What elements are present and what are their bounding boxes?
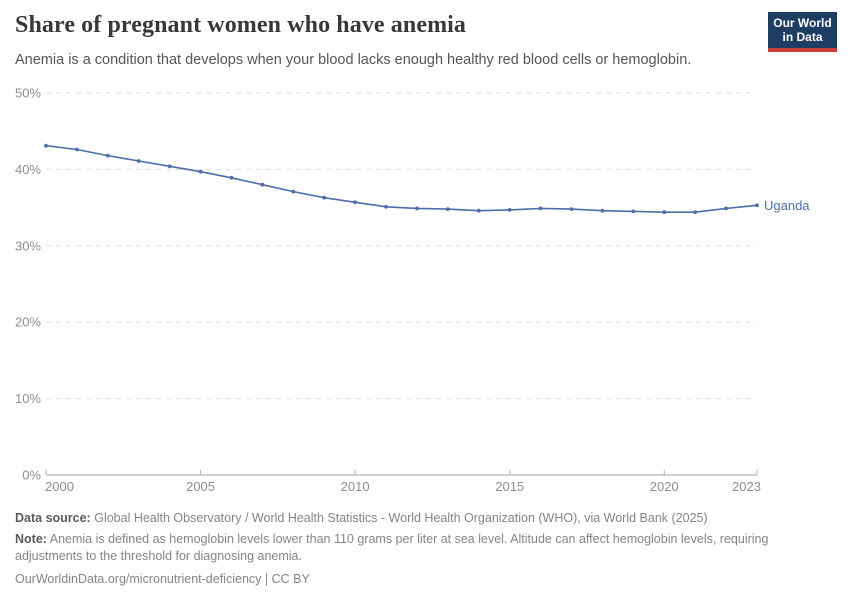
data-point[interactable]: [569, 207, 574, 212]
data-point[interactable]: [538, 206, 543, 211]
x-tick-label: 2020: [650, 479, 679, 494]
series-label-uganda[interactable]: Uganda: [764, 198, 810, 213]
note-line: Note: Anemia is defined as hemoglobin le…: [15, 531, 820, 565]
note-label: Note:: [15, 532, 47, 546]
data-point[interactable]: [507, 208, 512, 212]
data-point[interactable]: [476, 208, 481, 213]
data-point[interactable]: [105, 153, 110, 158]
data-source-label: Data source:: [15, 511, 91, 525]
y-tick-label: 10%: [15, 391, 41, 406]
data-point[interactable]: [260, 182, 265, 187]
chart-subtitle: Anemia is a condition that develops when…: [15, 52, 692, 68]
data-source-text: Global Health Observatory / World Health…: [94, 511, 708, 525]
data-point[interactable]: [322, 195, 327, 200]
data-point[interactable]: [724, 206, 728, 211]
data-point[interactable]: [662, 210, 667, 215]
page-title: Share of pregnant women who have anemia: [15, 12, 467, 38]
citation-link[interactable]: OurWorldinData.org/micronutrient-deficie…: [15, 572, 310, 586]
x-tick-label: 2023: [732, 479, 761, 494]
data-point[interactable]: [75, 147, 79, 152]
series-line-uganda[interactable]: [45, 144, 758, 213]
data-point[interactable]: [693, 210, 698, 215]
x-tick-label: 2005: [186, 479, 215, 494]
y-tick-label: 0%: [22, 468, 41, 483]
chart-footer: Data source: Global Health Observatory /…: [15, 510, 820, 592]
data-point[interactable]: [384, 204, 388, 209]
data-point[interactable]: [44, 143, 48, 148]
y-tick-label: 40%: [15, 162, 41, 177]
data-point[interactable]: [353, 200, 357, 205]
note-text: Anemia is defined as hemoglobin levels l…: [15, 532, 769, 563]
owid-logo[interactable]: Our World in Data: [768, 12, 837, 52]
data-point[interactable]: [136, 159, 141, 163]
data-point[interactable]: [291, 189, 296, 194]
citation-line: OurWorldinData.org/micronutrient-deficie…: [15, 571, 820, 588]
x-tick-label: 2000: [45, 479, 74, 494]
data-point[interactable]: [446, 207, 450, 212]
data-point[interactable]: [755, 203, 759, 208]
y-tick-label: 50%: [15, 86, 41, 101]
owid-logo-line2: in Data: [782, 30, 823, 44]
y-tick-label: 30%: [15, 238, 41, 253]
data-point[interactable]: [415, 206, 419, 211]
data-point[interactable]: [167, 164, 172, 169]
x-tick-label: 2010: [341, 479, 370, 494]
data-point[interactable]: [631, 209, 636, 214]
data-source-line: Data source: Global Health Observatory /…: [15, 510, 820, 527]
y-tick-label: 20%: [15, 315, 41, 330]
data-point[interactable]: [600, 208, 605, 213]
data-point[interactable]: [198, 169, 203, 174]
data-point[interactable]: [229, 175, 234, 180]
x-tick-label: 2015: [495, 479, 524, 494]
owid-logo-line1: Our World: [773, 16, 832, 30]
